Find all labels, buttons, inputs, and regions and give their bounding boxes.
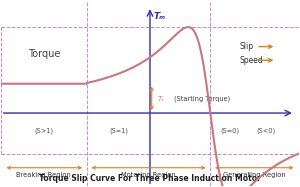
Text: Breaking Region: Breaking Region: [16, 172, 71, 178]
Text: (S=1): (S=1): [109, 127, 128, 134]
Text: Speed: Speed: [239, 56, 263, 65]
Text: Slip: Slip: [239, 42, 253, 51]
Text: (S=0): (S=0): [221, 127, 240, 134]
Text: Tₛ: Tₛ: [158, 96, 164, 102]
Text: Motoring Region: Motoring Region: [121, 172, 176, 178]
Text: (Starting Torque): (Starting Torque): [173, 96, 230, 102]
Text: Tₘ: Tₘ: [154, 12, 166, 21]
Text: Torque: Torque: [28, 49, 60, 59]
Text: Torque Slip Curve For Three Phase Induction Motor: Torque Slip Curve For Three Phase Induct…: [39, 174, 261, 183]
Text: (S<0): (S<0): [257, 127, 276, 134]
Text: (S>1): (S>1): [34, 127, 53, 134]
Text: Generating Region: Generating Region: [224, 172, 286, 178]
